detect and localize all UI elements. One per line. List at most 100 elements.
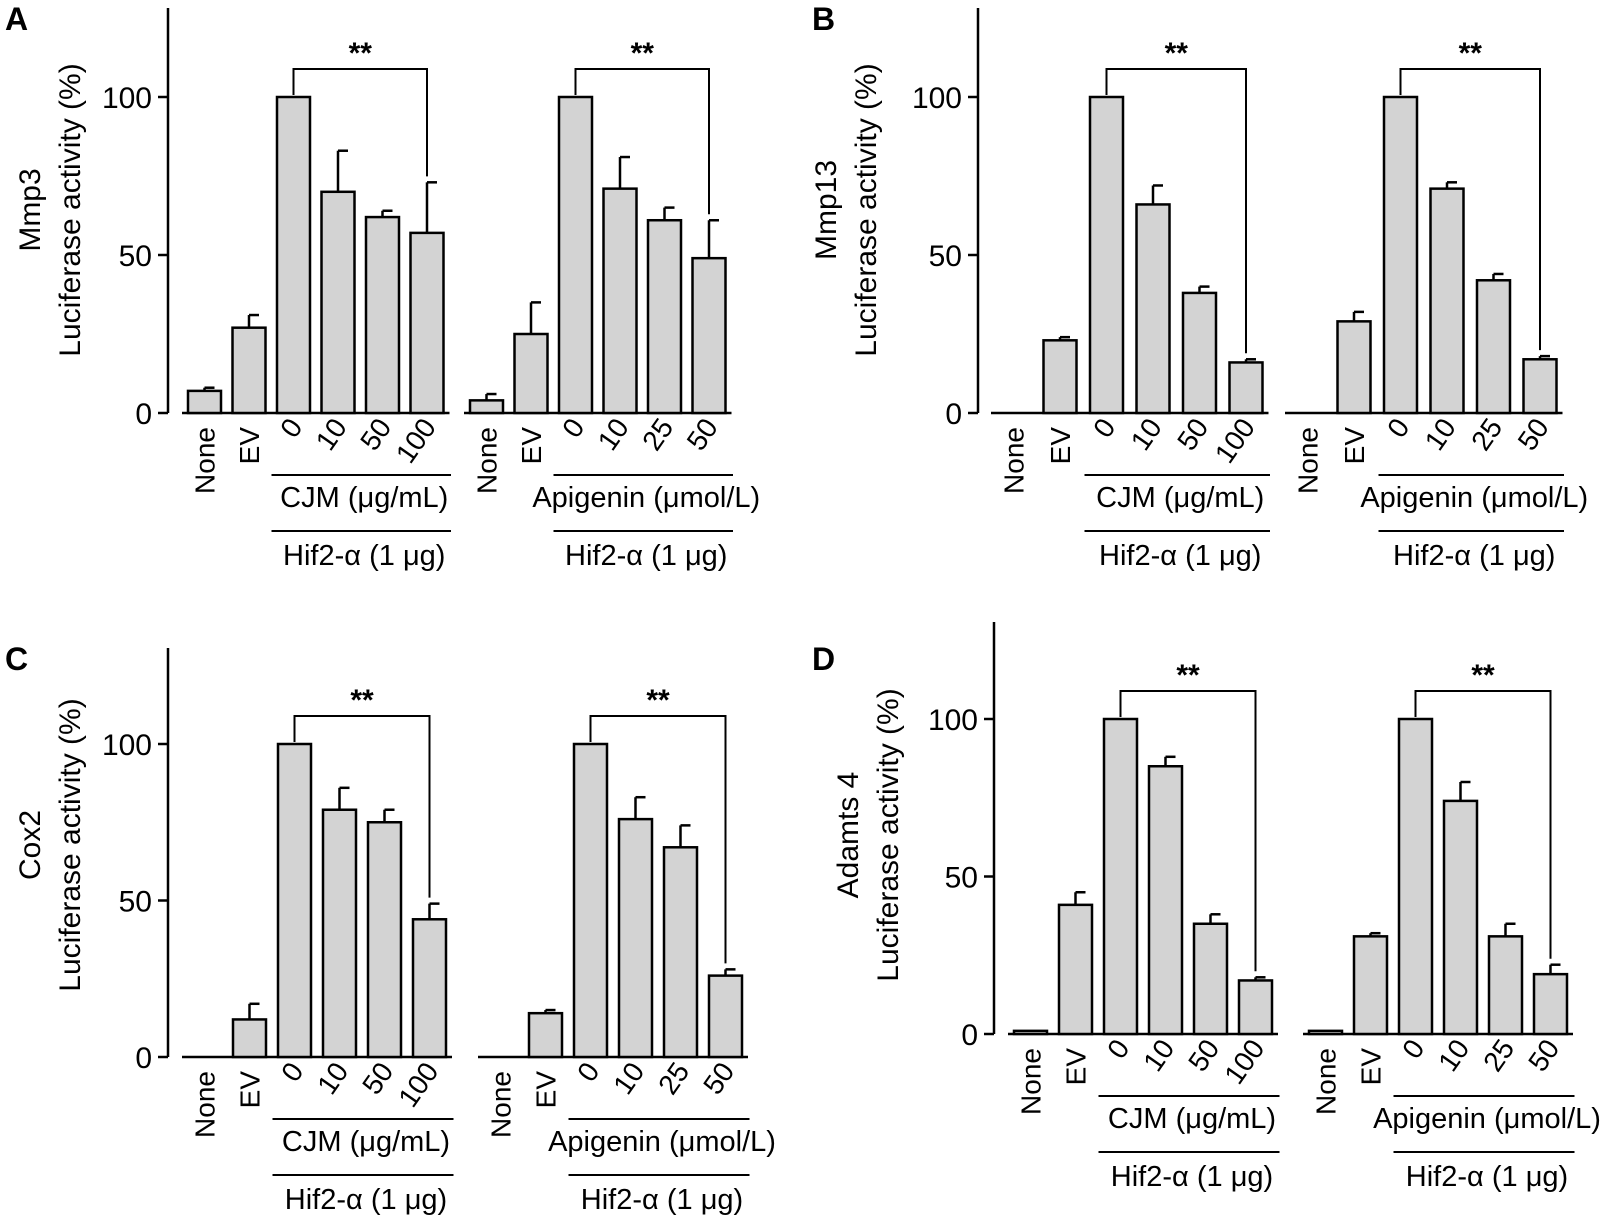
hif-label: Hif2-α (1 μg) [565, 540, 727, 572]
bar-group-2: None EV 0 10 25 50 ** Apigenin (μmol/L) Hif2-α (… [1285, 37, 1588, 572]
category-label: EV [1339, 427, 1370, 465]
category-label: 10 [1432, 1034, 1475, 1077]
bar [320, 190, 356, 415]
bar [321, 808, 358, 1059]
category-label: EV [1061, 1048, 1092, 1086]
category-label: None [486, 1071, 517, 1138]
hif-label: Hif2-α (1 μg) [1099, 540, 1261, 572]
category-label: 25 [1465, 413, 1508, 456]
category-label: EV [516, 427, 547, 465]
significance-marker: ** [1459, 37, 1483, 70]
category-label: 25 [1477, 1034, 1520, 1077]
treatment-label: CJM (μg/mL) [282, 1126, 450, 1158]
category-label: EV [1045, 427, 1076, 465]
category-label: 0 [275, 1057, 309, 1088]
category-label: 0 [571, 1057, 605, 1088]
category-label: 0 [1101, 1034, 1135, 1065]
bar [1181, 291, 1218, 415]
significance-bracket [292, 68, 428, 177]
category-label: 100 [1209, 413, 1261, 469]
treatment-label: CJM (μg/mL) [280, 482, 448, 514]
significance-marker: ** [350, 684, 374, 717]
category-label: 10 [310, 413, 353, 456]
significance-marker: ** [1176, 659, 1200, 692]
category-label: 50 [1522, 1034, 1565, 1077]
bar [1192, 922, 1229, 1036]
category-label: 25 [636, 413, 679, 456]
significance-marker: ** [349, 37, 373, 70]
bar [1307, 1029, 1344, 1036]
category-label: 0 [274, 413, 308, 444]
bar [1336, 320, 1372, 415]
category-label: None [1311, 1048, 1342, 1115]
y-axis-label: Luciferase activity (%) [54, 698, 87, 991]
bar [275, 95, 312, 415]
category-label: 0 [556, 413, 590, 444]
y-axis-label: Luciferase activity (%) [850, 63, 883, 356]
y-axis-label-gene: Mmp3 [14, 168, 47, 251]
panel-letter: C [5, 641, 28, 677]
hif-label: Hif2-α (1 μg) [285, 1184, 447, 1216]
y-tick-label: 100 [928, 704, 978, 737]
treatment-label: Apigenin (μmol/L) [1360, 482, 1588, 514]
bar [1088, 95, 1125, 415]
significance-bracket [1414, 690, 1552, 959]
bar [1429, 187, 1465, 415]
bar [662, 846, 699, 1059]
panel-letter: B [812, 1, 835, 37]
category-label: 10 [592, 413, 635, 456]
category-label: EV [531, 1071, 562, 1109]
bar [1397, 717, 1434, 1036]
bar [409, 231, 445, 415]
category-label: EV [235, 1071, 266, 1109]
bar [513, 332, 549, 415]
category-label: 50 [697, 1057, 740, 1100]
category-label: 25 [652, 1057, 695, 1100]
y-axis-label: Luciferase activity (%) [872, 688, 905, 981]
category-label: 0 [1396, 1034, 1430, 1065]
bar [707, 974, 744, 1059]
category-label: 100 [1218, 1034, 1270, 1090]
bar [1487, 935, 1524, 1036]
category-label: None [1016, 1048, 1047, 1115]
treatment-label: CJM (μg/mL) [1096, 482, 1264, 514]
category-label: 10 [1125, 413, 1168, 456]
category-label: 50 [1512, 413, 1555, 456]
significance-marker: ** [1471, 659, 1495, 692]
bar [646, 218, 683, 415]
y-tick-label: 50 [929, 240, 962, 273]
category-label: 50 [1171, 413, 1214, 456]
category-label: 100 [392, 1057, 444, 1113]
bar [364, 215, 401, 415]
category-label: 0 [1087, 413, 1121, 444]
bar [1522, 358, 1558, 415]
panel-letter: A [5, 1, 28, 37]
hif-label: Hif2-α (1 μg) [1406, 1161, 1568, 1193]
category-label: EV [1356, 1048, 1387, 1086]
panel-letter: D [812, 641, 835, 677]
significance-bracket [293, 715, 431, 898]
bar [1532, 972, 1569, 1036]
bar [468, 399, 505, 415]
category-label: None [190, 427, 221, 494]
treatment-label: Apigenin (μmol/L) [548, 1126, 776, 1158]
bar [1237, 979, 1274, 1036]
bar [557, 95, 594, 415]
y-tick-label: 50 [119, 886, 152, 919]
category-label: 10 [1419, 413, 1462, 456]
significance-bracket [1119, 690, 1257, 972]
bar [691, 256, 727, 415]
significance-marker: ** [646, 684, 670, 717]
hif-label: Hif2-α (1 μg) [1393, 540, 1555, 572]
y-tick-label: 0 [961, 1019, 978, 1052]
bar-group-2: None EV 0 10 25 50 ** Apigenin (μmol/L) Hif2-α (… [478, 684, 776, 1216]
bar [1147, 765, 1184, 1036]
y-tick-label: 50 [119, 240, 152, 273]
y-axis-label: Luciferase activity (%) [54, 63, 87, 356]
